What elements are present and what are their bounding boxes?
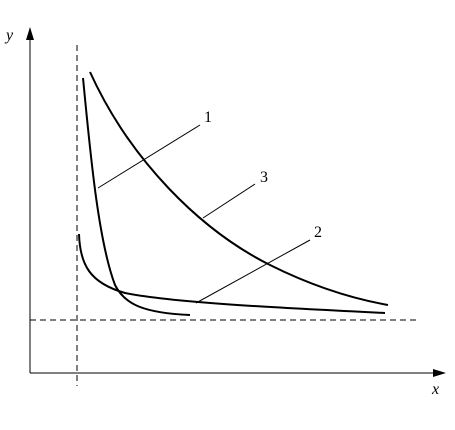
y-arrow — [26, 27, 34, 40]
curve-label: 2 — [314, 224, 322, 241]
leader-3 — [202, 183, 256, 219]
curve-label: 3 — [260, 169, 268, 186]
curve-label: 1 — [204, 109, 212, 126]
leader-2 — [195, 239, 311, 304]
curve-1 — [82, 77, 191, 316]
curve-3 — [89, 71, 389, 306]
x-arrow — [433, 369, 446, 377]
y-label: y — [4, 27, 14, 44]
leader-1 — [97, 124, 201, 189]
x-label: x — [431, 381, 439, 398]
curve-2 — [78, 233, 386, 314]
